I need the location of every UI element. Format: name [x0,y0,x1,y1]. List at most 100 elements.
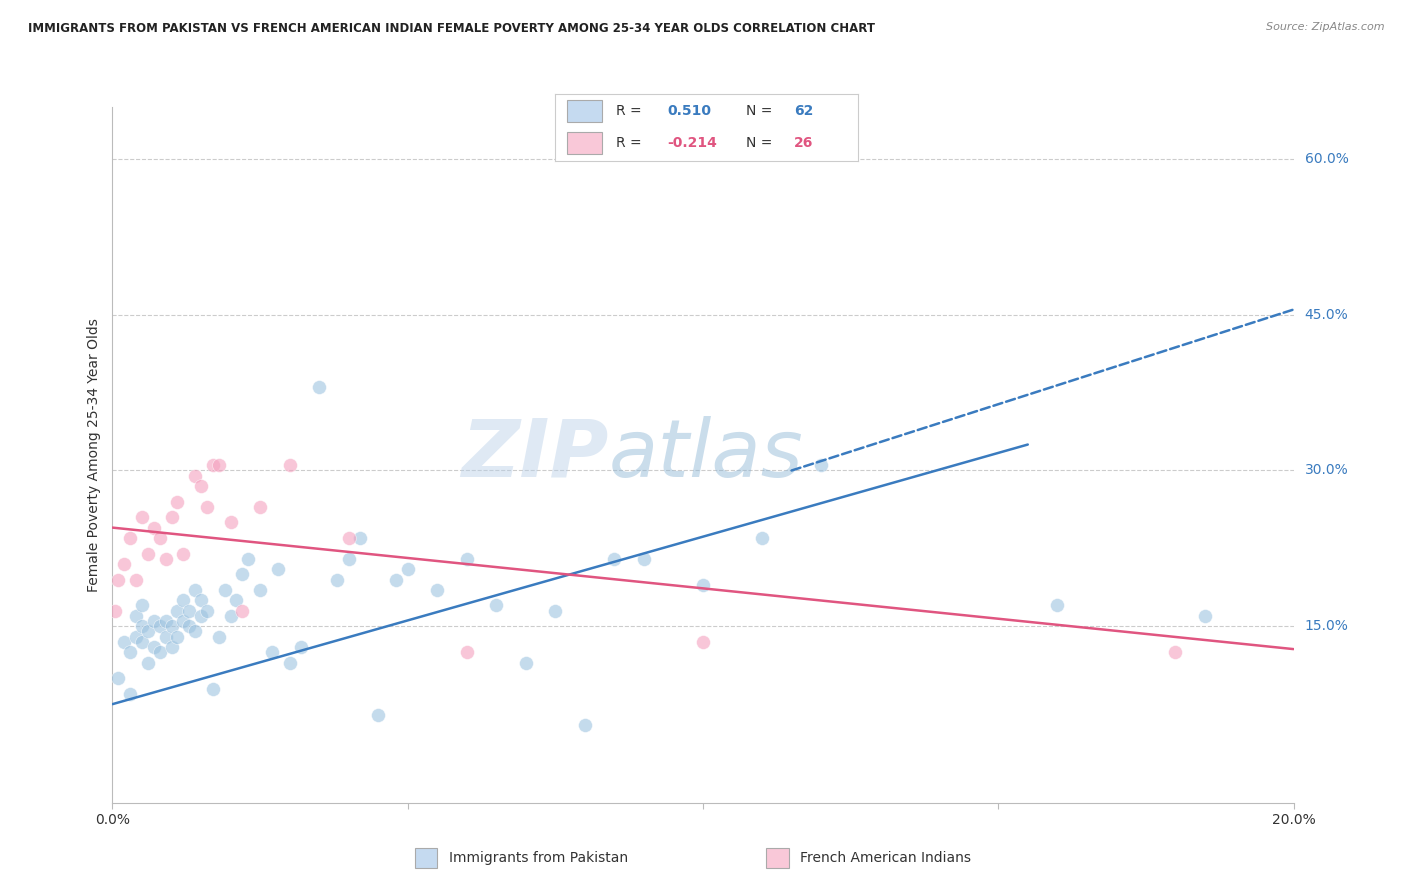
Point [208,458,231,473]
Point [195,500,218,514]
Point [149,645,172,659]
Point [385,573,408,587]
Point [326,573,349,587]
Text: French American Indians: French American Indians [800,851,972,865]
Text: 62: 62 [794,104,814,118]
Point [155,551,177,566]
Point [396,562,419,576]
Point [337,551,360,566]
Point [574,718,596,732]
Point [104,604,127,618]
Text: IMMIGRANTS FROM PAKISTAN VS FRENCH AMERICAN INDIAN FEMALE POVERTY AMONG 25-34 YE: IMMIGRANTS FROM PAKISTAN VS FRENCH AMERI… [28,22,875,36]
Point [349,531,371,545]
Text: ZIP: ZIP [461,416,609,494]
Point [107,671,129,685]
Text: N =: N = [745,104,772,118]
Point [131,599,153,613]
Point [231,604,253,618]
Point [267,562,290,576]
Point [214,582,236,597]
Point [603,551,626,566]
Point [201,458,224,473]
Point [278,656,301,670]
Point [125,630,148,644]
Point [1194,608,1216,623]
Point [219,516,242,530]
Point [290,640,312,654]
Point [195,604,218,618]
Text: 15.0%: 15.0% [1305,619,1348,633]
Point [166,604,188,618]
Text: N =: N = [745,136,772,150]
Point [692,578,714,592]
Point [190,593,212,607]
Point [155,614,177,628]
Point [120,531,142,545]
Point [219,608,242,623]
Point [172,593,194,607]
Point [456,645,478,659]
Point [208,630,231,644]
Text: R =: R = [616,136,645,150]
Text: R =: R = [616,104,645,118]
Point [160,510,183,524]
Point [172,614,194,628]
Point [426,582,449,597]
Point [131,510,153,524]
Y-axis label: Female Poverty Among 25-34 Year Olds: Female Poverty Among 25-34 Year Olds [87,318,101,592]
Point [142,640,165,654]
Point [107,573,129,587]
Point [810,458,832,473]
Point [260,645,283,659]
Point [231,567,253,582]
Text: 30.0%: 30.0% [1305,464,1348,477]
Point [190,479,212,493]
Point [201,681,224,696]
Point [125,608,148,623]
Point [1164,645,1187,659]
Point [149,531,172,545]
Point [155,630,177,644]
Point [172,547,194,561]
Point [142,520,165,534]
Point [184,582,207,597]
Point [225,593,247,607]
Point [190,608,212,623]
FancyBboxPatch shape [568,132,602,153]
Point [633,551,655,566]
Text: 60.0%: 60.0% [1305,152,1348,166]
Point [125,573,148,587]
Point [160,640,183,654]
Point [112,635,135,649]
Text: atlas: atlas [609,416,803,494]
Point [692,635,714,649]
Point [120,687,142,701]
Point [337,531,360,545]
Point [136,656,159,670]
Point [238,551,260,566]
Point [142,614,165,628]
Point [179,604,201,618]
Point [308,380,330,394]
FancyBboxPatch shape [568,101,602,121]
Point [456,551,478,566]
Point [179,619,201,633]
Text: 45.0%: 45.0% [1305,308,1348,322]
Point [485,599,508,613]
Point [120,645,142,659]
Text: -0.214: -0.214 [668,136,717,150]
Text: 0.510: 0.510 [668,104,711,118]
Point [112,557,135,571]
Point [367,707,389,722]
Point [544,604,567,618]
Point [184,624,207,639]
Point [515,656,537,670]
Point [131,619,153,633]
Point [136,624,159,639]
Point [249,582,271,597]
Point [278,458,301,473]
Point [1046,599,1069,613]
Point [166,494,188,508]
Text: 26: 26 [794,136,814,150]
Point [160,619,183,633]
